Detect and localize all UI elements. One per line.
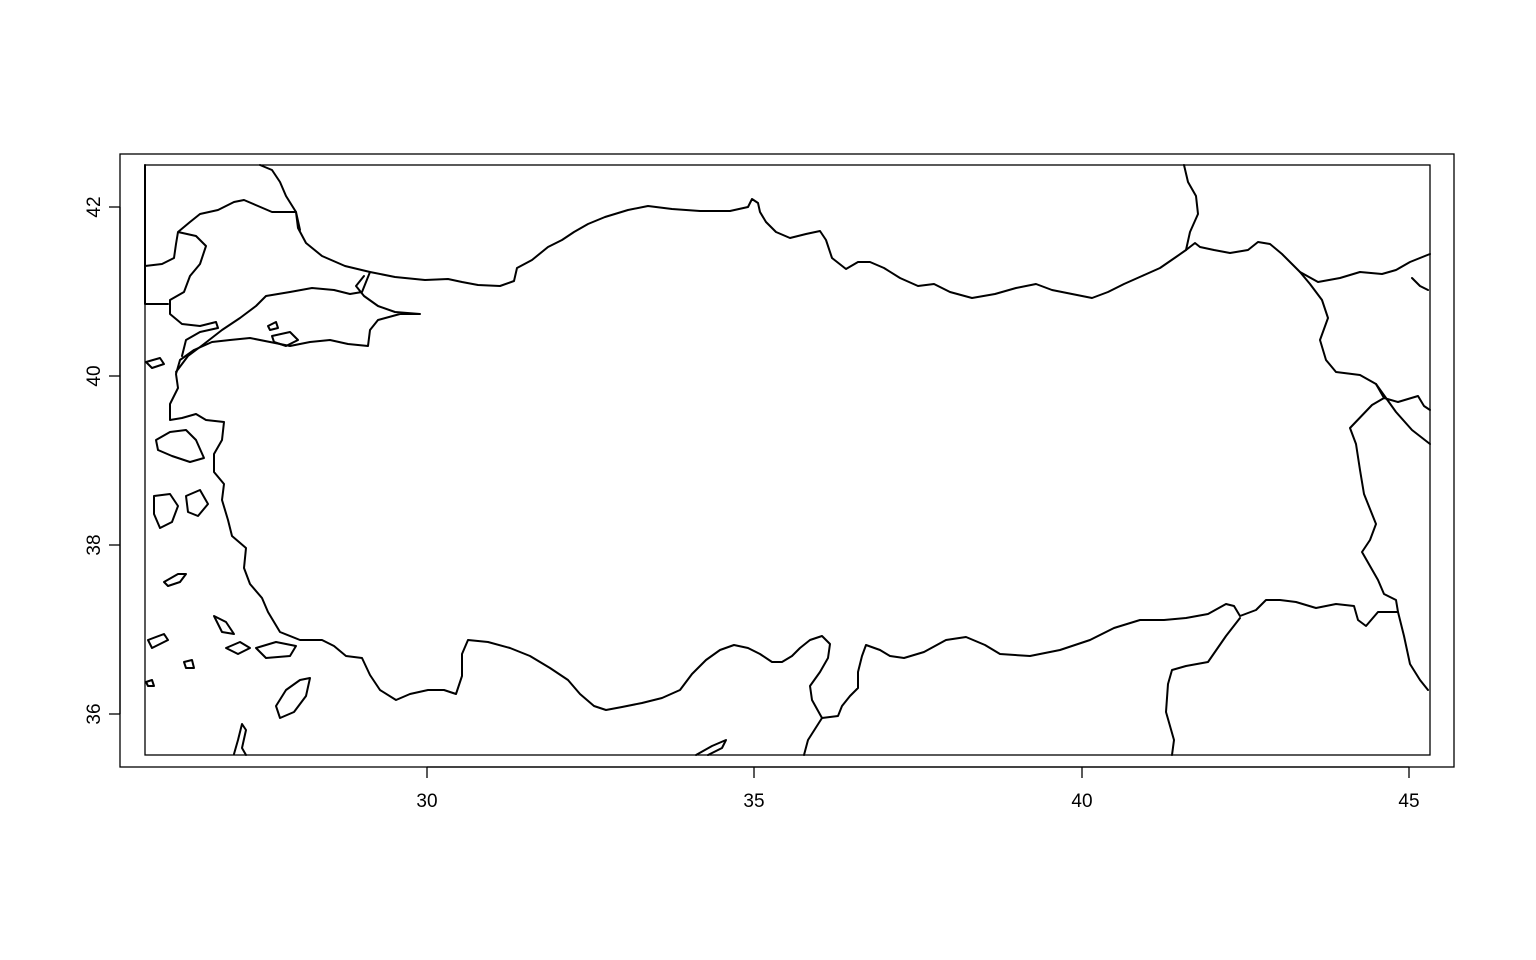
aegean-island <box>163 573 187 587</box>
x-tick-label: 40 <box>1071 791 1092 812</box>
cyprus-tip <box>695 739 727 756</box>
aegean-island <box>155 429 205 463</box>
aegean-island <box>153 493 179 529</box>
georgia-border <box>1183 164 1431 291</box>
aegean-island <box>145 357 165 369</box>
y-axis: 36 38 40 42 <box>84 196 121 725</box>
y-tick-label: 38 <box>84 534 105 555</box>
syria-border <box>803 617 1241 756</box>
marmara-coast <box>175 271 371 373</box>
x-tick-label: 30 <box>416 791 437 812</box>
marmara-island <box>267 321 279 331</box>
aegean-island <box>255 641 297 659</box>
x-tick-label: 45 <box>1398 791 1419 812</box>
aegean-island <box>183 659 195 669</box>
y-tick-label: 40 <box>84 365 105 386</box>
y-tick-label: 36 <box>84 703 105 724</box>
rhodes-island <box>275 677 311 719</box>
marmara-island <box>271 331 299 347</box>
aegean-island <box>145 679 155 687</box>
aegean-island <box>185 489 209 517</box>
thrace-border <box>144 164 297 357</box>
map-extent-border <box>144 164 1431 756</box>
aegean-island <box>147 633 169 649</box>
y-tick-label: 42 <box>84 196 105 217</box>
crete-island-tip <box>233 723 247 756</box>
aegean-island <box>213 615 235 635</box>
x-axis: 30 35 40 45 <box>416 766 1420 812</box>
aegean-island <box>225 641 251 655</box>
iraq-iran-border <box>1375 383 1431 691</box>
x-tick-label: 35 <box>743 791 764 812</box>
turkey-coastline <box>169 198 1399 719</box>
